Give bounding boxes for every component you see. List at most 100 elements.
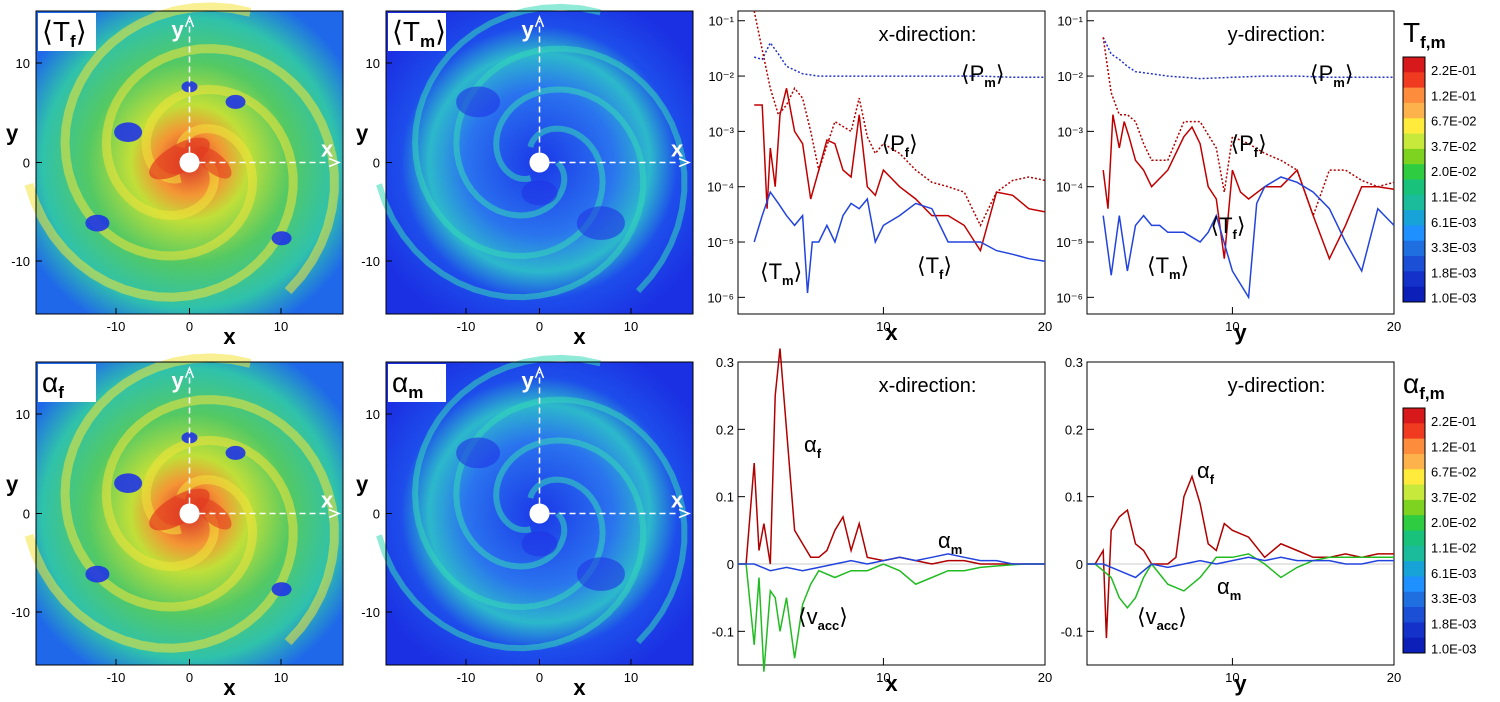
arrowhead-y xyxy=(184,365,195,379)
tick-label-y: 0.1 xyxy=(1065,490,1083,505)
colorbar-swatch xyxy=(1403,271,1425,288)
void-region xyxy=(271,582,292,597)
plot-title: y-direction: xyxy=(1228,24,1326,46)
line-plot-3: 0.3 0.2 0.1 0 -0.1 10 20 x x-direction: αf αm ⟨vacc… xyxy=(712,348,1052,696)
colorbar-tick-label: 6.7E-02 xyxy=(1431,114,1477,129)
tick-label-y: 10⁻³ xyxy=(1057,124,1083,139)
tick-label-y: 10⁻⁶ xyxy=(1056,290,1083,305)
colorbar-swatch xyxy=(1403,607,1425,623)
tick-label-y: 10⁻⁵ xyxy=(1056,235,1083,250)
map-axis-label-y: y xyxy=(172,17,185,42)
series-line xyxy=(738,348,1045,565)
tick-label-x: 0 xyxy=(536,670,543,685)
series-line xyxy=(753,10,1046,228)
tick-label-x: 0 xyxy=(186,319,193,334)
void-region xyxy=(456,86,501,118)
plot-frame xyxy=(737,361,1046,666)
void-region xyxy=(271,231,292,246)
series-label-alpha-m: αm xyxy=(1217,574,1241,603)
series-label-Tf: ⟨Tf⟩ xyxy=(917,253,952,282)
series-line xyxy=(1102,37,1394,80)
plot-title: x-direction: xyxy=(879,375,977,397)
tick-label-y: 0 xyxy=(23,507,30,522)
colorbar-tick-label: 6.1E-03 xyxy=(1431,215,1477,230)
tick-label-x: 20 xyxy=(1387,319,1401,334)
series-line xyxy=(1102,176,1395,300)
colorbar-swatch xyxy=(1403,469,1425,486)
tick-label-y: 0.1 xyxy=(716,490,734,505)
series-label-Tf: ⟨Tf⟩ xyxy=(1211,213,1246,242)
arrowhead-y xyxy=(184,14,195,28)
contour-map-am: y x αm -10 0 10 10 0 -10 x y xyxy=(356,354,694,700)
tick-label-x: 20 xyxy=(1387,670,1401,685)
colorbar-swatch xyxy=(1403,576,1425,593)
spiral-arm xyxy=(60,353,258,612)
colorbar-swatch xyxy=(1403,210,1425,226)
map-label-box xyxy=(38,13,96,51)
line-plot-1: 10⁻¹ 10⁻² 10⁻³ 10⁻⁴ 10⁻⁵ 10⁻⁶ 10 20 x x-direction… xyxy=(707,10,1052,345)
tick-label-x: 10 xyxy=(624,670,638,685)
tick-label-x: -10 xyxy=(457,319,476,334)
colorbar-tick-label: 2.2E-01 xyxy=(1431,63,1477,78)
tick-label-x: -10 xyxy=(107,670,126,685)
colorbar-swatch xyxy=(1403,72,1425,89)
series-label-vacc: ⟨vacc⟩ xyxy=(1137,604,1187,633)
colorbar-frame xyxy=(1402,56,1426,303)
tick-label-y: 10 xyxy=(366,56,380,71)
tick-label-y: 10⁻⁵ xyxy=(707,235,734,250)
tick-label-x: 10 xyxy=(1225,319,1239,334)
arrowhead-x xyxy=(678,508,692,519)
tick-label-y: 10 xyxy=(16,407,30,422)
map-ylabel: y xyxy=(6,472,19,497)
colorbar-swatch xyxy=(1403,423,1425,440)
series-line xyxy=(738,563,1045,672)
tick-label-y: -0.1 xyxy=(712,624,734,639)
tick-label-y: 10⁻² xyxy=(1057,69,1083,84)
tick-label-x: -10 xyxy=(457,670,476,685)
tick-label-x: 10 xyxy=(876,319,890,334)
colorbar-swatch xyxy=(1403,87,1425,104)
colorbar-tick-label: 1.1E-02 xyxy=(1431,541,1477,556)
line-plot-4: 0.3 0.2 0.1 0 -0.1 10 20 y y-direction: αf αm ⟨vacc… xyxy=(1061,355,1402,696)
hot-spot xyxy=(149,488,210,531)
contour-map-Tf: y x ⟨Tf⟩ -10 0 10 10 0 -10 x y xyxy=(6,2,344,349)
tick-label-y: 0 xyxy=(727,557,734,572)
tick-label-x: 0 xyxy=(536,319,543,334)
colorbar-swatch xyxy=(1403,637,1425,654)
tick-label-y: -10 xyxy=(11,254,30,269)
tick-label-x: 10 xyxy=(274,319,288,334)
series-line xyxy=(1102,114,1395,261)
tick-label-x: 0 xyxy=(186,670,193,685)
void-region xyxy=(225,94,246,109)
map-label-box xyxy=(388,13,446,51)
colorbar-top: 2.2E-01 1.2E-01 6.7E-02 3.7E-02 2.0E-02 1.1E-… xyxy=(1402,17,1477,306)
arrowhead-y xyxy=(534,14,545,28)
tick-label-y: 0.3 xyxy=(1065,355,1083,370)
tick-label-y: 10⁻⁶ xyxy=(707,290,734,305)
colorbar-tick-label: 3.7E-02 xyxy=(1431,490,1477,505)
void-region xyxy=(576,206,625,240)
colorbar-tick-label: 3.3E-03 xyxy=(1431,240,1477,255)
hot-spot xyxy=(149,137,210,180)
arrowhead-y xyxy=(534,365,545,379)
series-label-Pf: ⟨Pf⟩ xyxy=(882,131,918,160)
colorbar-swatch xyxy=(1403,133,1425,150)
colorbar-swatch xyxy=(1403,225,1425,242)
series-line xyxy=(1087,474,1394,639)
colorbar-frame xyxy=(1402,407,1426,654)
void-region xyxy=(456,437,501,469)
colorbar-swatch xyxy=(1403,438,1425,455)
tick-label-y: 0 xyxy=(373,507,380,522)
spiral-arm xyxy=(376,437,647,652)
map-xlabel: x xyxy=(573,324,586,349)
series-label-alpha-m: αm xyxy=(938,528,962,557)
spiral-arm xyxy=(24,84,298,302)
plot-xlabel: y xyxy=(1234,320,1247,345)
colorbar-swatch xyxy=(1403,515,1425,531)
colorbar-tick-label: 1.1E-02 xyxy=(1431,190,1477,205)
map-label: αf xyxy=(42,367,64,402)
series-label-Pm: ⟨Pm⟩ xyxy=(961,61,1004,90)
colorbar-tick-label: 6.7E-02 xyxy=(1431,465,1477,480)
map-label: αm xyxy=(392,367,423,402)
